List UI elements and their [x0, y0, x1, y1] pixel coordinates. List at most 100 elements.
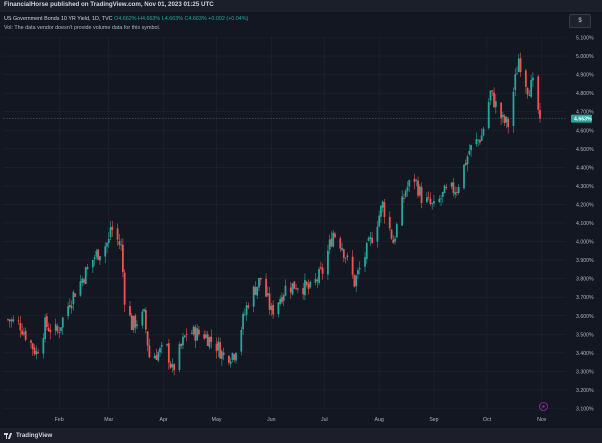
candle — [316, 277, 319, 288]
y-tick-label: 4.100% — [576, 221, 594, 227]
candle — [383, 199, 386, 224]
candle — [395, 222, 398, 239]
candle — [45, 312, 48, 331]
candle — [116, 223, 119, 246]
candle — [378, 210, 381, 228]
candle — [160, 342, 163, 354]
top-bar — [0, 0, 602, 12]
candle — [327, 244, 329, 281]
y-tick-label: 5.000% — [576, 54, 594, 60]
y-tick-label: 3.500% — [576, 332, 594, 338]
x-tick-label: Aug — [375, 417, 384, 423]
candle — [440, 194, 442, 207]
candle — [456, 187, 458, 197]
candle — [494, 94, 497, 114]
candle — [420, 182, 423, 209]
candle — [501, 111, 504, 123]
candle — [67, 301, 69, 320]
candle — [425, 192, 428, 204]
candle — [346, 252, 349, 261]
candle — [233, 353, 236, 363]
candle — [358, 261, 361, 275]
candle — [19, 316, 22, 338]
candle — [107, 232, 110, 248]
candle — [121, 238, 124, 278]
candle — [475, 132, 478, 147]
candle — [289, 281, 292, 299]
candle — [93, 254, 96, 266]
bottom-bar — [0, 428, 602, 443]
candle — [171, 358, 174, 373]
candle — [242, 311, 244, 335]
candle — [328, 234, 331, 255]
x-tick-label: Jul — [321, 417, 328, 423]
candle — [30, 339, 32, 349]
y-tick-label: 4.800% — [576, 91, 594, 97]
candle — [79, 274, 82, 297]
volume-note: Vol: The data vendor doesn't provide vol… — [4, 25, 161, 31]
y-tick-label: 4.200% — [576, 202, 594, 208]
candle — [272, 300, 275, 319]
candle — [44, 314, 47, 343]
currency-button[interactable]: $ — [569, 14, 591, 28]
scroll-to-realtime-icon[interactable] — [539, 402, 548, 411]
candle — [470, 144, 472, 157]
candle — [148, 338, 151, 359]
x-tick-label: Feb — [55, 417, 64, 423]
candle — [454, 186, 457, 199]
candle — [427, 191, 430, 201]
candle — [526, 86, 529, 99]
candle — [173, 363, 176, 376]
y-tick-label: 3.300% — [576, 369, 594, 375]
candle — [369, 231, 372, 246]
x-tick-label: Apr — [159, 417, 167, 423]
candle — [390, 228, 393, 241]
candle — [254, 281, 257, 296]
x-axis: Feb Mar Apr May Jun Jul Aug Sep Oct Nov — [55, 417, 547, 423]
candle — [97, 248, 100, 261]
candle — [258, 277, 260, 292]
candle — [235, 352, 237, 364]
symbol-legend[interactable]: US Government Bonds 10 YR Yield, 1D, TVC… — [4, 16, 248, 22]
candle — [321, 263, 324, 280]
candle — [417, 176, 419, 199]
y-tick-label: 3.800% — [576, 277, 594, 283]
candle — [49, 323, 52, 340]
symbol-name: US Government Bonds 10 YR Yield, 1D, TVC — [4, 16, 113, 22]
candle — [355, 274, 358, 292]
candle — [445, 183, 448, 190]
candle — [7, 318, 9, 322]
candle — [517, 53, 520, 73]
candle — [243, 308, 246, 317]
candle — [532, 72, 534, 88]
candle — [247, 302, 250, 310]
candle — [293, 281, 296, 289]
candle — [268, 286, 271, 315]
candle — [539, 102, 541, 123]
x-tick-label: Jun — [267, 417, 275, 423]
y-tick-label: 4.900% — [576, 73, 594, 79]
candle — [388, 211, 391, 231]
candle — [203, 330, 206, 341]
candle — [457, 184, 460, 195]
candle — [61, 316, 64, 335]
y-tick-label: 3.700% — [576, 295, 594, 301]
candle — [371, 231, 373, 244]
candle — [500, 101, 503, 126]
x-tick-label: Mar — [104, 417, 113, 423]
tradingview-logo[interactable]: TradingView — [4, 432, 52, 439]
candle — [144, 307, 147, 334]
y-tick-label: 4.500% — [576, 147, 594, 153]
candle — [58, 326, 61, 339]
x-tick-label: May — [212, 417, 222, 423]
candle — [166, 343, 168, 347]
candle — [37, 348, 39, 355]
candle — [132, 315, 135, 333]
candle — [178, 341, 181, 373]
candle — [21, 323, 24, 336]
candle — [84, 266, 87, 285]
y-tick-label: 4.400% — [576, 165, 594, 171]
candle — [443, 184, 446, 194]
candle — [120, 239, 123, 251]
